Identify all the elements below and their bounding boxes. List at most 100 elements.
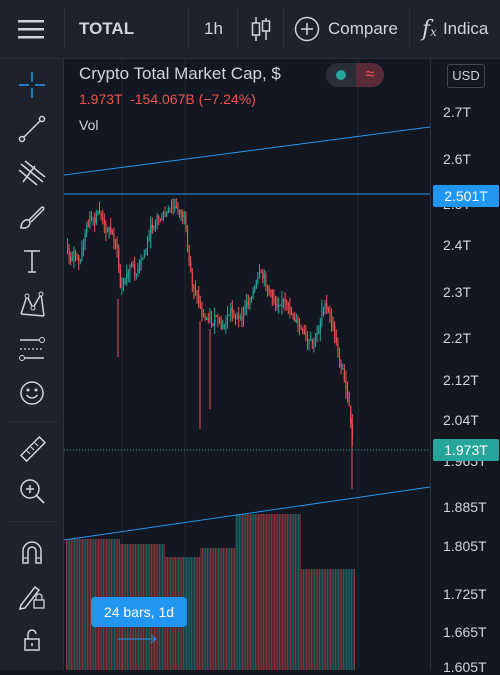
- volume-bar: [347, 569, 349, 670]
- candle-body: [329, 311, 331, 316]
- candle-body: [105, 224, 107, 232]
- candle-body: [239, 316, 241, 318]
- candle-body: [108, 227, 110, 232]
- candle-body: [230, 307, 232, 315]
- volume-bar: [310, 569, 312, 670]
- trend-line-tool[interactable]: [12, 109, 52, 149]
- candle-body: [183, 215, 185, 217]
- candle-body: [68, 248, 70, 257]
- candle-body: [187, 229, 189, 246]
- volume-bar: [261, 514, 263, 670]
- volume-bar: [322, 569, 324, 670]
- settings-badge[interactable]: ≈: [356, 63, 384, 87]
- candle-body: [140, 260, 142, 265]
- magnet-tool[interactable]: [12, 532, 52, 572]
- candle-body: [303, 330, 305, 335]
- currency-badge[interactable]: USD: [447, 64, 485, 88]
- candle-body: [67, 248, 69, 250]
- candle-body: [151, 224, 153, 229]
- volume-bar: [210, 548, 212, 670]
- symbol-button[interactable]: TOTAL: [79, 19, 135, 38]
- volume-bar: [318, 569, 320, 670]
- volume-bar: [83, 539, 85, 670]
- volume-bar: [229, 548, 231, 670]
- candle-body: [113, 233, 115, 242]
- candle-body: [332, 324, 334, 326]
- candle-body: [252, 290, 254, 298]
- volume-bar: [315, 569, 317, 670]
- volume-bar: [253, 514, 255, 670]
- chart-pane[interactable]: [64, 59, 430, 670]
- brush-tool[interactable]: [12, 197, 52, 237]
- volume-bar: [301, 569, 303, 670]
- candle-body: [247, 301, 249, 303]
- volume-bar: [77, 539, 79, 670]
- candle-body: [121, 285, 123, 288]
- pattern-tool[interactable]: [12, 285, 52, 325]
- volume-bar: [333, 569, 335, 670]
- volume-bar: [88, 539, 90, 670]
- candle-body: [199, 303, 201, 308]
- volume-bar: [237, 514, 239, 670]
- candle-body: [259, 270, 261, 278]
- interval-button[interactable]: 1h: [204, 19, 223, 38]
- price-change: 1.973T -154.067B (−7.24%): [79, 91, 256, 107]
- compare-button[interactable]: Compare: [294, 0, 398, 58]
- zoom-tool[interactable]: [12, 471, 52, 511]
- chart-legend: Crypto Total Market Cap, $ 1.973T -154.0…: [79, 64, 281, 133]
- candle-body: [207, 318, 209, 322]
- menu-button[interactable]: [18, 0, 44, 58]
- text-tool[interactable]: [12, 241, 52, 281]
- price-tick-label: 2.6T: [443, 151, 472, 167]
- candle-body: [92, 217, 94, 219]
- emoji-tool[interactable]: [12, 373, 52, 413]
- volume-bar: [251, 514, 253, 670]
- indicators-button[interactable]: fx Indica: [422, 0, 488, 58]
- volume-bar: [323, 569, 325, 670]
- candle-body: [103, 219, 105, 225]
- candle-body: [228, 314, 230, 316]
- volume-bar: [270, 514, 272, 670]
- candle-body: [177, 206, 179, 211]
- chart-type-button[interactable]: [250, 0, 272, 58]
- unlock-tool[interactable]: [12, 620, 52, 660]
- volume-bar: [248, 514, 250, 670]
- candle-body: [174, 205, 176, 209]
- crosshair-icon: [19, 72, 45, 98]
- pitchfork-tool[interactable]: [12, 153, 52, 193]
- candle-body: [70, 256, 72, 261]
- price-tick-label: 2.7T: [443, 104, 472, 120]
- candle-body: [124, 278, 126, 284]
- volume-bar: [254, 514, 256, 670]
- candle-body: [348, 392, 350, 406]
- price-axis[interactable]: 2.7T2.6T2.5T2.4T2.3T2.2T2.12T2.04T1.965T…: [430, 59, 500, 675]
- candle-body: [155, 219, 157, 226]
- volume-bar: [342, 569, 344, 670]
- lock-drawings-tool[interactable]: [12, 576, 52, 616]
- candle-body: [308, 340, 310, 342]
- measure-tool[interactable]: [12, 429, 52, 469]
- forecast-tool[interactable]: [12, 329, 52, 369]
- volume-bar: [192, 557, 194, 670]
- candle-body: [204, 316, 206, 320]
- volume-bar: [266, 514, 268, 670]
- candle-body: [75, 251, 77, 255]
- volume-bar: [238, 514, 240, 670]
- volume-bar: [243, 514, 245, 670]
- candle-body: [335, 337, 337, 343]
- candle-body: [102, 217, 104, 220]
- candle-body: [310, 339, 312, 341]
- candle-body: [118, 247, 120, 270]
- volume-bar: [218, 548, 220, 670]
- price-chart[interactable]: [64, 59, 430, 670]
- candle-body: [137, 267, 139, 274]
- unlock-icon: [24, 629, 40, 651]
- candle-body: [143, 254, 145, 259]
- volume-bar: [70, 539, 72, 670]
- candle-body: [273, 298, 275, 302]
- volume-bar: [296, 514, 298, 670]
- crosshair-tool[interactable]: [12, 65, 52, 105]
- volume-bar: [277, 514, 279, 670]
- volume-bar: [269, 514, 271, 670]
- visibility-badge[interactable]: [326, 63, 356, 87]
